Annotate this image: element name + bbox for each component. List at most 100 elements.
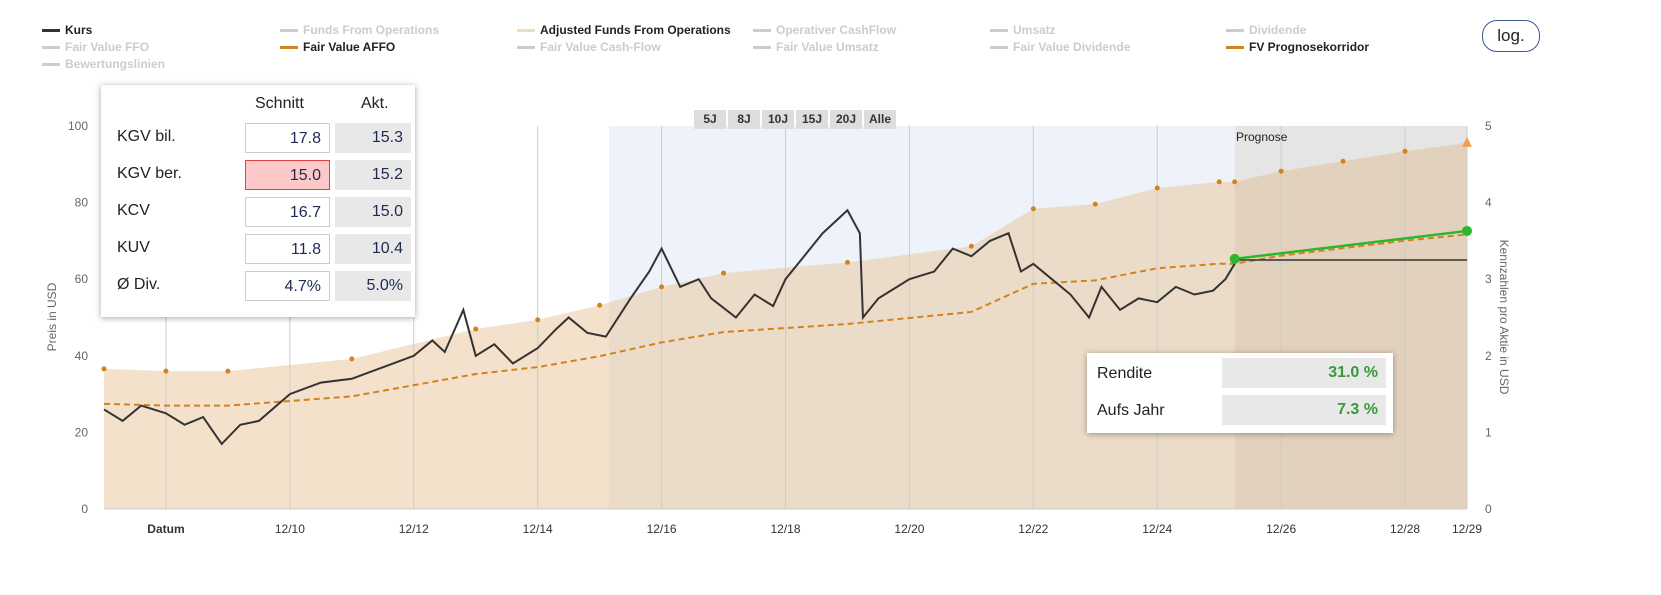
metric-label: KGV ber. xyxy=(117,165,182,182)
affo-point xyxy=(844,259,850,265)
y2-tick-label: 2 xyxy=(1485,349,1492,363)
range-button-alle[interactable]: Alle xyxy=(864,110,896,129)
affo-point xyxy=(1092,201,1098,207)
y2-tick-label: 4 xyxy=(1485,196,1492,210)
legend-label: Fair Value AFFO xyxy=(303,40,396,54)
affo-point xyxy=(535,317,541,323)
affo-point xyxy=(1232,179,1238,185)
range-button-20j[interactable]: 20J xyxy=(830,110,862,129)
legend-swatch-icon xyxy=(42,45,60,49)
legend-item[interactable]: Fair Value AFFO xyxy=(280,40,395,54)
legend-item[interactable]: Fair Value FFO xyxy=(42,40,149,54)
legend-label: Operativer CashFlow xyxy=(776,23,897,37)
legend-item[interactable]: Fair Value Cash-Flow xyxy=(517,40,661,54)
return-value: 7.3 % xyxy=(1222,395,1386,425)
range-button-10j[interactable]: 10J xyxy=(762,110,794,129)
x-tick-label: 12/18 xyxy=(770,522,800,536)
y-tick-label: 0 xyxy=(81,502,88,516)
forecast-point xyxy=(1462,225,1472,236)
metric-label: KGV bil. xyxy=(117,128,176,145)
affo-point xyxy=(659,284,665,290)
metric-average: 11.8 xyxy=(245,234,330,264)
return-label: Rendite xyxy=(1097,365,1153,382)
range-button-5j[interactable]: 5J xyxy=(694,110,726,129)
range-button-8j[interactable]: 8J xyxy=(728,110,760,129)
legend-swatch-icon xyxy=(42,62,60,66)
legend-swatch-icon xyxy=(1226,45,1244,49)
affo-point xyxy=(721,270,727,276)
forecast-overlay xyxy=(1234,126,1467,509)
affo-point xyxy=(101,366,107,372)
legend-item[interactable]: Umsatz xyxy=(990,23,1056,37)
legend-item[interactable]: Fair Value Dividende xyxy=(990,40,1130,54)
y-axis-title: Preis in USD xyxy=(45,282,59,351)
legend-item[interactable]: Kurs xyxy=(42,23,92,37)
y-tick-label: 60 xyxy=(75,272,89,286)
fair-value-affo-line xyxy=(103,233,1468,407)
x-tick-label: 12/12 xyxy=(399,522,429,536)
legend-swatch-icon xyxy=(753,28,771,32)
return-box: Rendite 31.0 % Aufs Jahr 7.3 % xyxy=(1087,353,1393,433)
metric-label: Ø Div. xyxy=(117,276,161,293)
affo-point xyxy=(1402,148,1408,154)
legend-label: Fair Value FFO xyxy=(65,40,150,54)
legend-label: FV Prognosekorridor xyxy=(1249,40,1370,54)
price-line xyxy=(103,208,1236,446)
metric-average: 4.7% xyxy=(245,271,330,301)
legend-item[interactable]: Funds From Operations xyxy=(280,23,439,37)
header-current: Akt. xyxy=(361,95,389,112)
affo-point xyxy=(1278,168,1284,174)
affo-point xyxy=(1030,206,1036,212)
x-tick-label: 12/24 xyxy=(1142,522,1172,536)
legend-label: Bewertungslinien xyxy=(65,57,166,71)
affo-point xyxy=(597,302,603,308)
metric-average: 15.0 xyxy=(245,160,330,190)
range-button-15j[interactable]: 15J xyxy=(796,110,828,129)
x-tick-label: 12/29 xyxy=(1452,522,1482,536)
legend-label: Umsatz xyxy=(1013,23,1056,37)
legend-swatch-icon xyxy=(1226,28,1244,32)
y-tick-label: 20 xyxy=(75,425,89,439)
x-tick-label: 12/14 xyxy=(523,522,553,536)
legend-item[interactable]: Operativer CashFlow xyxy=(753,23,896,37)
header-average: Schnitt xyxy=(255,95,304,112)
affo-point xyxy=(1216,179,1222,185)
x-tick-label: 12/28 xyxy=(1390,522,1420,536)
affo-end-marker-icon xyxy=(1462,136,1472,147)
affo-point xyxy=(1340,158,1346,164)
metric-current: 5.0% xyxy=(335,271,411,301)
x-tick-label: 12/10 xyxy=(275,522,305,536)
metric-current: 15.3 xyxy=(335,123,411,153)
affo-point xyxy=(1154,185,1160,191)
legend-item[interactable]: Dividende xyxy=(1226,23,1306,37)
legend-label: Fair Value Dividende xyxy=(1013,40,1131,54)
legend-swatch-icon xyxy=(990,45,1008,49)
legend-label: Kurs xyxy=(65,23,93,37)
legend-item[interactable]: FV Prognosekorridor xyxy=(1226,40,1369,54)
metric-label: KCV xyxy=(117,202,150,219)
legend-swatch-icon xyxy=(280,45,298,49)
return-label: Aufs Jahr xyxy=(1097,402,1165,419)
legend-label: Adjusted Funds From Operations xyxy=(540,23,731,37)
affo-point xyxy=(349,356,355,362)
metric-average: 17.8 xyxy=(245,123,330,153)
legend-swatch-icon xyxy=(517,45,535,49)
forecast-line xyxy=(1234,229,1468,261)
legend-swatch-icon xyxy=(517,28,535,32)
x-tick-label: 12/22 xyxy=(1018,522,1048,536)
forecast-point xyxy=(1229,253,1240,264)
legend-item[interactable]: Bewertungslinien xyxy=(42,57,165,71)
legend-item[interactable]: Fair Value Umsatz xyxy=(753,40,879,54)
x-tick-label: 12/26 xyxy=(1266,522,1296,536)
legend-label: Fair Value Cash-Flow xyxy=(540,40,661,54)
affo-point xyxy=(163,368,169,374)
return-value: 31.0 % xyxy=(1222,358,1386,388)
y2-tick-label: 3 xyxy=(1485,272,1492,286)
legend-item[interactable]: Adjusted Funds From Operations xyxy=(517,23,731,37)
x-tick-label: 12/20 xyxy=(894,522,924,536)
prognose-label: Prognose xyxy=(1236,130,1288,144)
legend-swatch-icon xyxy=(753,45,771,49)
log-scale-button[interactable]: log. xyxy=(1482,20,1540,52)
x-tick-label: 12/16 xyxy=(647,522,677,536)
